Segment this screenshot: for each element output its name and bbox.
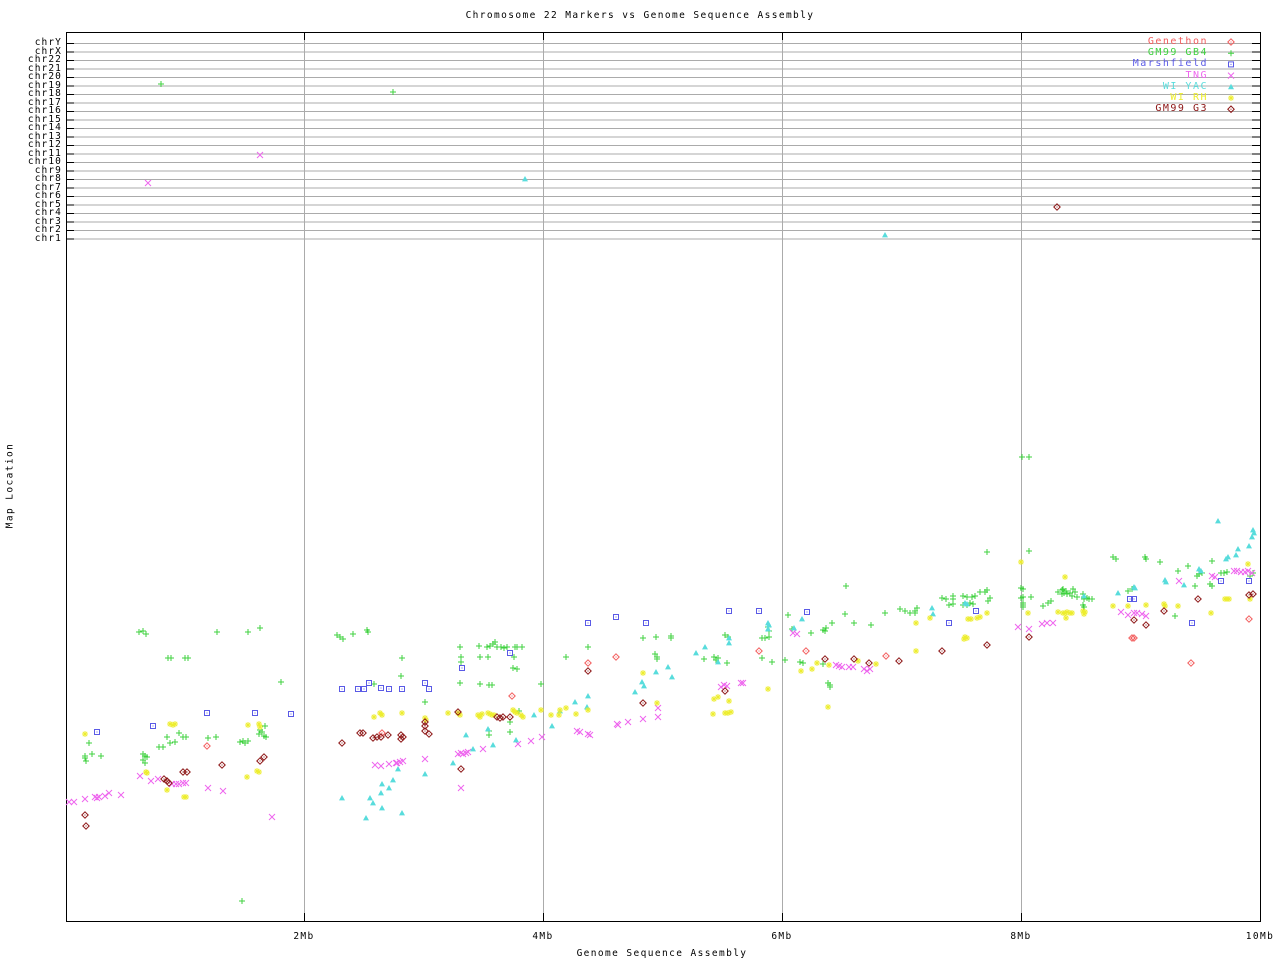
legend-marker-genethon: [1227, 38, 1235, 46]
x-tick-label-4Mb: 4Mb: [532, 931, 554, 942]
chrom-label-chr5: chr5: [34, 198, 62, 210]
chrom-label-chr3: chr3: [34, 215, 62, 227]
legend-label-tng: TNG: [1185, 69, 1208, 81]
chrom-label-chr10: chr10: [27, 156, 62, 167]
x-tick-label-10Mb: 10Mb: [1245, 931, 1275, 942]
chrom-label-chr12: chr12: [27, 139, 62, 150]
chrom-label-chr22: chr22: [27, 54, 62, 65]
chrom-label-chr14: chr14: [27, 122, 62, 133]
chrom-label-chr16: chr16: [27, 105, 62, 116]
x-tick-label-2Mb: 2Mb: [293, 931, 315, 942]
y-axis-title: Map Location: [4, 442, 16, 529]
chrom-label-chrX: chrX: [34, 45, 62, 57]
legend-marker-marshfield: [1228, 61, 1234, 68]
legend-label-gm99-g3: GM99 G3: [1155, 103, 1208, 115]
plot-border: [66, 32, 1261, 922]
legend-marker-gm99-gb4: [1228, 50, 1234, 57]
chrom-label-chr6: chr6: [34, 190, 62, 201]
chrom-label-chr13: chr13: [27, 130, 62, 142]
chrom-label-chr4: chr4: [34, 207, 62, 218]
chrom-label-chr21: chr21: [27, 62, 62, 74]
legend-marker-tng: [1227, 72, 1235, 79]
legend-label-marshfield: Marshfield: [1132, 58, 1208, 70]
x-tick-label-8Mb: 8Mb: [1010, 931, 1032, 942]
chrom-label-chr1: chr1: [34, 232, 62, 244]
series-genethon: [203, 615, 1253, 750]
legend-label-genethon: Genethon: [1147, 36, 1208, 47]
legend-label-gm99-gb4: GM99 GB4: [1147, 47, 1208, 59]
series-wi-yac: [339, 176, 1257, 821]
chrom-label-chr9: chr9: [34, 164, 62, 176]
chrom-label-chrY: chrY: [34, 37, 62, 48]
legend-marker-wi-yac: [1228, 83, 1234, 90]
chrom-label-chr8: chr8: [34, 173, 62, 184]
chart-title: Chromosome 22 Markers vs Genome Sequence…: [465, 10, 815, 21]
chrom-label-chr7: chr7: [34, 181, 62, 193]
series-marshfield: [94, 578, 1252, 735]
legend-markers: [1227, 38, 1235, 114]
chrom-label-chr15: chr15: [27, 113, 62, 125]
series-gm99-g3: [81, 203, 1257, 830]
legend-label-wi-yac: WI YAC: [1162, 80, 1208, 92]
legend-marker-gm99-g3: [1227, 105, 1235, 114]
series-gm99-gb4: [82, 81, 1256, 904]
chrom-label-chr18: chr18: [27, 88, 62, 99]
legend-marker-wi-rh: [1228, 95, 1234, 101]
x-axis-title: Genome Sequence Assembly: [576, 948, 748, 959]
legend-label-wi-rh: WI RH: [1170, 92, 1208, 103]
chrom-label-chr19: chr19: [27, 79, 62, 91]
chrom-label-chr20: chr20: [27, 71, 62, 82]
chrom-label-chr11: chr11: [27, 147, 62, 159]
series-wi-rh: [82, 559, 1253, 800]
chrom-label-chr2: chr2: [34, 224, 62, 235]
chrom-label-chr17: chr17: [27, 96, 62, 108]
x-tick-label-6Mb: 6Mb: [771, 931, 793, 942]
series-tng: [65, 151, 1256, 821]
